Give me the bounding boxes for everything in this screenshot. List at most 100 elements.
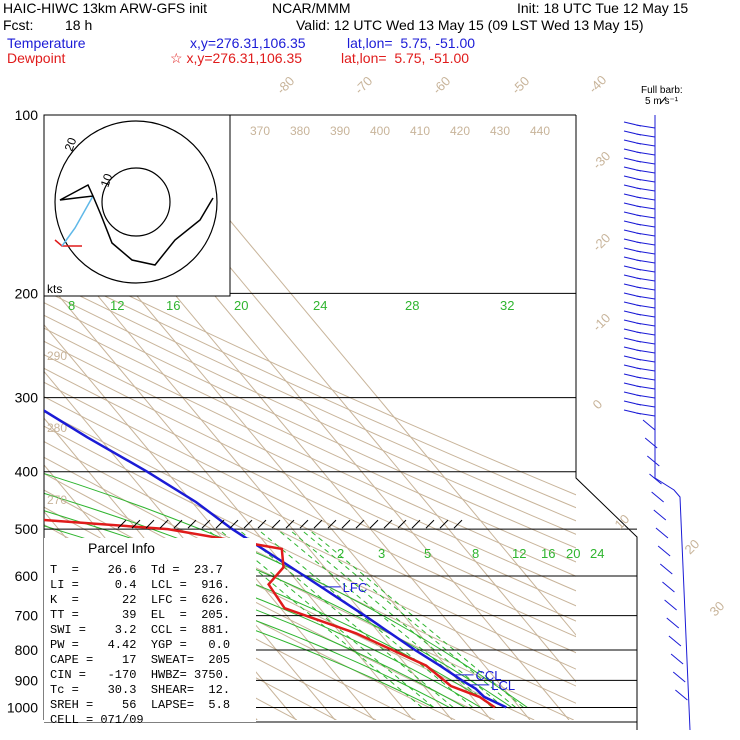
hatch-mark bbox=[159, 519, 169, 529]
isotherm-label: -70 bbox=[352, 73, 376, 97]
pressure-label: 200 bbox=[15, 285, 39, 301]
theta-e-label: 12 bbox=[110, 298, 124, 313]
parcel-info-row: CIN = -170 HWBZ= 3750. bbox=[50, 668, 230, 682]
temperature-profile-line bbox=[44, 409, 507, 709]
wind-barb bbox=[623, 310, 642, 316]
wind-barb bbox=[649, 473, 662, 485]
hodograph: 20 10 kts bbox=[43, 114, 231, 297]
hatch-mark bbox=[285, 519, 295, 529]
theta-label: 280 bbox=[47, 421, 67, 435]
hatch-mark bbox=[411, 519, 421, 529]
mixing-ratio-label: 5 bbox=[424, 546, 431, 561]
parcel-info-row: CAPE = 17 SWEAT= 205 bbox=[50, 653, 230, 667]
isotherm-label: -80 bbox=[274, 73, 298, 97]
wind-barb bbox=[623, 166, 642, 172]
hodograph-units: kts bbox=[47, 282, 62, 296]
hatch-mark bbox=[173, 519, 183, 529]
pressure-label: 800 bbox=[15, 642, 39, 658]
hodograph-ring-inner bbox=[101, 167, 171, 237]
wind-barb bbox=[623, 319, 642, 325]
wind-barb bbox=[623, 373, 642, 379]
wind-barb bbox=[623, 184, 642, 190]
theta-label: 430 bbox=[490, 124, 510, 138]
wind-barb bbox=[662, 581, 675, 593]
temperature-legend-latlon: lat,lon= 5.75, -51.00 bbox=[347, 35, 476, 51]
hodograph-ring-outer bbox=[54, 120, 218, 284]
hatch-mark bbox=[229, 519, 239, 529]
dry-adiabat-line bbox=[44, 367, 576, 622]
wind-barb bbox=[623, 121, 642, 127]
mixing-ratio-line bbox=[237, 528, 454, 708]
dry-adiabat-line bbox=[44, 396, 576, 654]
wind-barb bbox=[623, 328, 642, 334]
parcel-info-box: Parcel Info T = 26.6 Td = 23.7LI = 0.4 LC… bbox=[44, 519, 463, 727]
pressure-label: 600 bbox=[15, 568, 39, 584]
wind-barb bbox=[623, 229, 642, 235]
wind-barb bbox=[623, 211, 642, 217]
dewpoint-legend-xy: ☆ x,y=276.31,106.35 bbox=[170, 50, 303, 66]
dry-adiabat-line bbox=[44, 302, 576, 549]
wind-barb bbox=[623, 157, 642, 163]
wind-barb bbox=[623, 409, 642, 415]
dry-adiabat-line bbox=[44, 314, 576, 563]
temperature-legend-label: Temperature bbox=[7, 35, 86, 51]
hatch-mark bbox=[453, 519, 463, 529]
hatch-mark bbox=[257, 519, 267, 529]
wind-barb bbox=[623, 382, 642, 388]
isotherm-line bbox=[44, 277, 414, 720]
mixing-ratio-line bbox=[307, 528, 524, 708]
isotherm-label: 30 bbox=[707, 598, 728, 619]
hatch-mark bbox=[369, 519, 379, 529]
theta-label: 380 bbox=[290, 124, 310, 138]
wind-barb bbox=[642, 419, 656, 431]
wind-barb bbox=[623, 292, 642, 298]
mixing-ratio-line bbox=[257, 528, 474, 708]
pressure-label: 400 bbox=[15, 464, 39, 480]
wind-barb bbox=[623, 238, 642, 244]
barb-legend-flag bbox=[659, 96, 667, 105]
barb-legend-title: Full barb: bbox=[641, 85, 683, 96]
theta-e-label: 20 bbox=[234, 298, 248, 313]
moist-adiabat-line bbox=[44, 492, 512, 708]
wind-barb bbox=[623, 355, 642, 361]
dry-adiabat-line bbox=[44, 265, 576, 509]
wind-barb bbox=[623, 283, 642, 289]
wind-barb bbox=[623, 337, 642, 343]
pressure-label: 500 bbox=[15, 521, 39, 537]
wind-barb bbox=[623, 148, 642, 154]
mixing-ratio-line bbox=[218, 528, 435, 708]
wind-barbs: Full barb:5 m s⁻¹ bbox=[623, 85, 691, 731]
pressure-label: 300 bbox=[15, 390, 39, 406]
parcel-info-row: LI = 0.4 LCL = 916. bbox=[50, 578, 230, 592]
header-org: NCAR/MMM bbox=[272, 0, 351, 16]
frame-right bbox=[575, 115, 638, 730]
level-label: CCL bbox=[475, 668, 501, 683]
pressure-label: 700 bbox=[15, 608, 39, 624]
mixing-ratio-label: 3 bbox=[378, 546, 385, 561]
wind-barb bbox=[675, 689, 688, 701]
header-valid: Valid: 12 UTC Wed 13 May 15 (09 LST Wed … bbox=[296, 17, 644, 33]
isotherm-label: 20 bbox=[682, 536, 703, 557]
dewpoint-legend-latlon: lat,lon= 5.75, -51.00 bbox=[341, 50, 470, 66]
theta-e-label: 24 bbox=[313, 298, 327, 313]
hatch-mark bbox=[201, 519, 211, 529]
wind-barb bbox=[623, 220, 642, 226]
isotherm-line bbox=[0, 115, 23, 720]
hatch-mark bbox=[271, 519, 281, 529]
wind-barb bbox=[623, 391, 642, 397]
parcel-level-markers: ELLFCCCLLCL bbox=[320, 580, 515, 693]
barb-staff bbox=[654, 115, 691, 731]
header-model: HAIC-HIWC 13km ARW-GFS init bbox=[3, 0, 208, 16]
wind-barb bbox=[623, 364, 642, 370]
theta-e-label: 8 bbox=[68, 298, 75, 313]
wind-barb bbox=[644, 437, 658, 449]
parcel-info-row: T = 26.6 Td = 23.7 bbox=[50, 563, 223, 577]
theta-label: 290 bbox=[47, 349, 67, 363]
wind-barb bbox=[655, 527, 669, 539]
wind-barb bbox=[672, 671, 686, 683]
theta-e-label: 16 bbox=[166, 298, 180, 313]
parcel-info-row: SREH = 56 LAPSE= 5.8 bbox=[50, 698, 230, 712]
hatch-mark bbox=[313, 519, 323, 529]
parcel-info-row: K = 22 LFC = 626. bbox=[50, 593, 230, 607]
